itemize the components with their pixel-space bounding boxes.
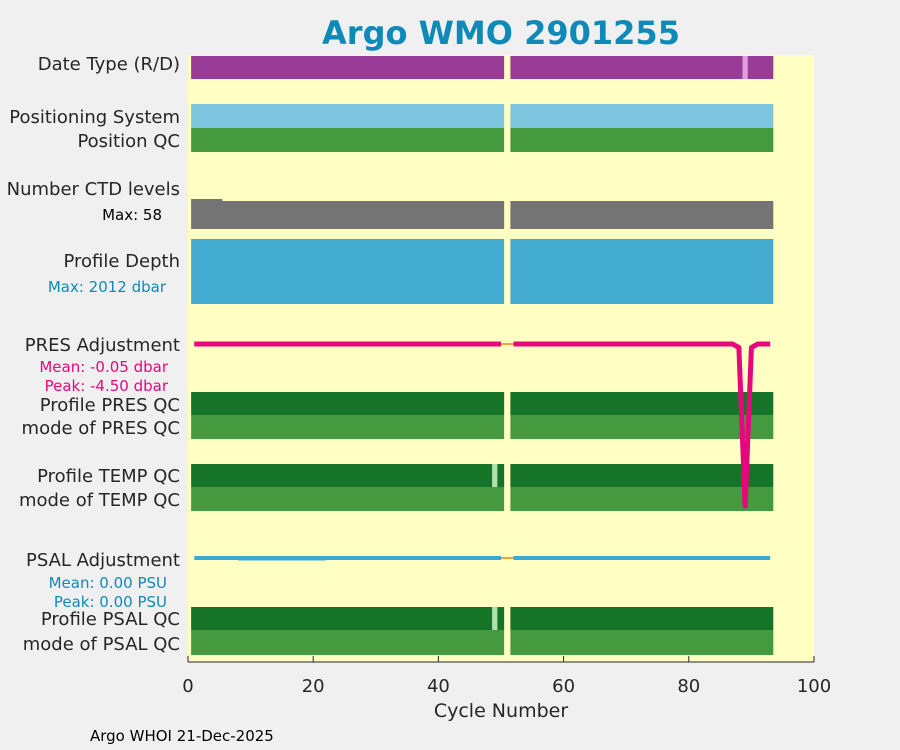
bar-profile-depth-seg-2 [510,239,774,304]
x-tick-label-20: 20 [302,676,325,697]
label-profile-psal-qc: Profile PSAL QC [41,609,180,630]
label-mode-pres-qc: mode of PRES QC [22,418,180,439]
stat-psal-mean: Mean: 0.00 PSU [49,574,167,592]
label-psal-adjustment: PSAL Adjustment [26,550,180,571]
bar-date-type-seg-1 [191,56,505,79]
adjustment-series [194,341,771,561]
bar-profile-pres-qc-seg-1 [191,392,505,415]
stat-psal-peak: Peak: 0.00 PSU [54,593,167,611]
label-position-qc: Position QC [77,131,180,152]
label-positioning-system: Positioning System [9,107,180,128]
bar-profile-temp-qc-seg-2 [510,464,774,487]
label-mode-psal-qc: mode of PSAL QC [23,634,180,655]
label-profile-temp-qc: Profile TEMP QC [37,466,180,487]
stat-ctd-max: Max: 58 [102,206,162,224]
x-tick-label-0: 0 [182,676,193,697]
bar-ctd-stub [191,199,223,202]
bar-profile-pres-qc-seg-2 [510,392,774,415]
line-pres-adjustment-seg-2 [513,341,771,509]
bar-mode-pres-qc-seg-1 [191,415,505,439]
plot-area [188,55,814,662]
chart-title: Argo WMO 2901255 [322,14,680,52]
x-axis-ticks: 0 20 40 60 80 100 [182,656,831,697]
x-tick-label-80: 80 [677,676,700,697]
bar-positioning-system-seg-2 [510,104,774,128]
stat-depth-max: Max: 2012 dbar [48,278,167,296]
x-tick-label-40: 40 [427,676,450,697]
label-mode-temp-qc: mode of TEMP QC [19,490,180,511]
bar-positioning-system-seg-1 [191,104,505,128]
label-profile-depth: Profile Depth [63,251,180,272]
stat-pres-mean: Mean: -0.05 dbar [39,358,169,376]
bar-profile-depth-seg-1 [191,239,505,304]
bar-number-ctd-levels-seg-1 [191,201,505,229]
bar-mode-pres-qc-seg-2 [510,415,774,439]
footer-text: Argo WHOI 21-Dec-2025 [90,727,274,745]
bar-position-qc-seg-1 [191,128,505,152]
label-date-type: Date Type (R/D) [38,54,180,75]
stat-pres-peak: Peak: -4.50 dbar [45,377,169,395]
bar-date-type-seg-2 [510,56,774,79]
cell-date-type-delayed-89 [742,56,748,79]
bar-profile-psal-qc-seg-2 [510,607,774,630]
bar-profile-temp-qc-seg-1 [191,464,505,487]
status-bars [191,56,774,655]
label-pres-adjustment: PRES Adjustment [25,335,180,356]
bar-position-qc-seg-2 [510,128,774,152]
label-number-ctd-levels: Number CTD levels [7,179,180,200]
cell-temp-qc-flagged-49 [492,464,498,487]
label-profile-pres-qc: Profile PRES QC [40,395,180,416]
bar-mode-psal-qc-seg-1 [191,630,505,655]
bar-profile-psal-qc-seg-1 [191,607,505,630]
bar-mode-psal-qc-seg-2 [510,630,774,655]
bar-mode-temp-qc-seg-1 [191,487,505,511]
x-tick-label-60: 60 [552,676,575,697]
cell-psal-qc-flagged-49 [492,607,498,630]
bar-mode-temp-qc-seg-2 [510,487,774,511]
x-axis-label: Cycle Number [434,700,568,722]
bar-number-ctd-levels-seg-2 [510,201,774,229]
x-tick-label-100: 100 [797,676,831,697]
